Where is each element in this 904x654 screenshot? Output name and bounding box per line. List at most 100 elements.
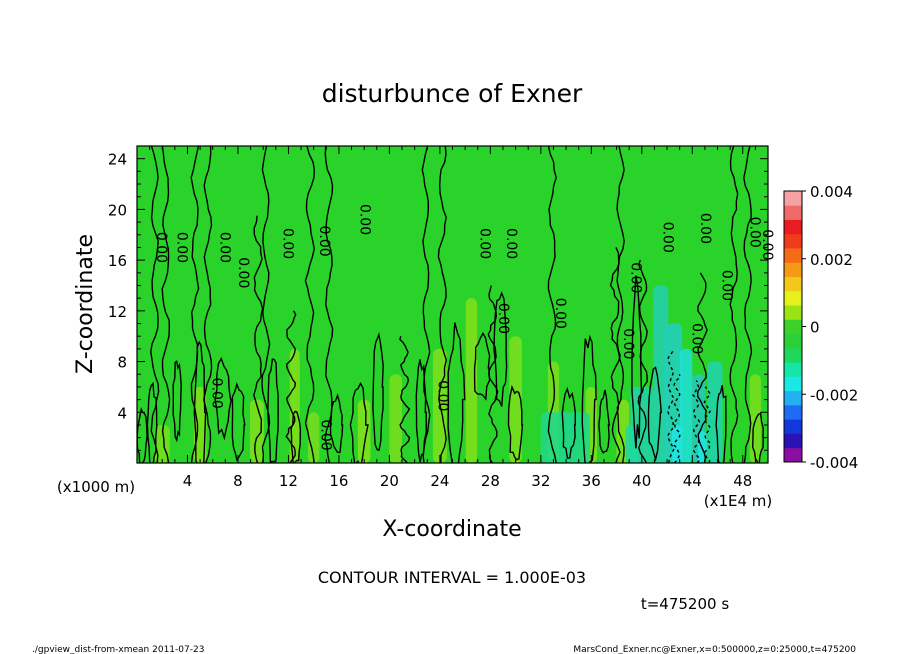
x-tick-label: 48 — [733, 472, 752, 490]
contour-label-layer: 0.00 0.00 0.000.000.00 0.000.000.000.000.00… — [153, 204, 775, 451]
x-axis-label: X-coordinate — [382, 517, 521, 542]
contour-line — [399, 336, 411, 463]
x-tick-label: 12 — [279, 472, 298, 490]
contour-loop — [751, 412, 764, 463]
contour-label: 0.00 — [688, 323, 704, 354]
colorbar-swatch — [784, 191, 802, 206]
contour-loop — [473, 331, 491, 401]
y-tick-label: 12 — [108, 303, 127, 321]
contour-line — [253, 215, 264, 463]
contour-loop — [715, 384, 727, 463]
contour-loop — [631, 275, 643, 449]
contour-line-negative — [692, 380, 701, 463]
y-unit-label: (x1000 m) — [57, 478, 135, 496]
colorbar-swatch — [784, 376, 802, 392]
contour-line — [729, 146, 739, 463]
x-tick-label: 16 — [329, 472, 348, 490]
contour-loop — [493, 291, 508, 407]
y-tick-label: 16 — [108, 252, 127, 270]
colorbar-tick-label: -0.002 — [810, 386, 858, 404]
colorbar-tick-label: 0.004 — [810, 183, 853, 201]
contour-loop — [647, 366, 662, 462]
colorbar-tick-label: 0 — [810, 319, 820, 337]
shade-plume — [193, 386, 207, 463]
contour-label: 0.00 — [759, 229, 775, 260]
contour-label: 0.00 — [435, 380, 451, 411]
colorbar: 0.004 0.002 0 -0.002 -0.004 — [783, 183, 858, 472]
contour-loop — [231, 381, 246, 462]
contour-label: 0.00 — [316, 226, 332, 257]
x-tick-label: 36 — [582, 472, 601, 490]
contour-label: 0.00 — [235, 257, 251, 288]
chart-title: disturbunce of Exner — [322, 79, 583, 108]
x-tick-label: 44 — [683, 472, 702, 490]
contour-loop — [193, 340, 207, 463]
time-label: t=475200 s — [641, 595, 729, 613]
contour-label: 0.00 — [719, 270, 735, 301]
contour-loop — [415, 359, 428, 463]
contour-label: 0.00 — [279, 228, 295, 259]
contour-line — [161, 146, 171, 463]
contour-label: 0.00 — [495, 303, 511, 334]
contour-label: 0.00 — [697, 213, 713, 244]
y-tick-label: 4 — [117, 404, 127, 422]
x-tick-label: 4 — [183, 472, 193, 490]
contour-label: 0.00 — [356, 204, 372, 235]
colorbar-tick-label: 0.002 — [810, 251, 853, 269]
contour-loop — [214, 357, 233, 441]
contour-line — [437, 146, 448, 463]
colorbar-swatches — [784, 191, 802, 463]
colorbar-swatch — [784, 347, 802, 363]
contour-label: 0.00 — [209, 378, 225, 409]
colorbar-swatch — [784, 319, 802, 335]
contour-label: 0.00 — [317, 420, 333, 451]
contour-label: 0.00 — [503, 228, 519, 259]
shade-negative — [679, 348, 693, 463]
contour-line — [609, 247, 621, 463]
colorbar-swatch — [784, 447, 802, 463]
colorbar-swatch — [784, 219, 802, 235]
shade-plume — [465, 298, 478, 463]
shade-plume — [308, 412, 320, 463]
contour-label: 0.00 — [173, 232, 189, 263]
contour-line — [547, 146, 557, 463]
colorbar-swatch — [784, 233, 802, 249]
x-tick-label: 32 — [531, 472, 550, 490]
contour-loop — [447, 322, 466, 463]
x-tick-label: 40 — [632, 472, 651, 490]
contour-loop — [290, 410, 302, 463]
shade-negative — [672, 424, 683, 463]
shade-plume — [509, 336, 522, 463]
y-tick-label: 24 — [108, 151, 127, 169]
contour-label: 0.00 — [552, 298, 568, 329]
contour-loop — [267, 358, 279, 463]
contour-line — [743, 146, 753, 463]
contour-line — [421, 146, 431, 463]
colorbar-swatch — [784, 305, 802, 320]
contour-loop — [349, 381, 369, 463]
contour-label: 0.00 — [476, 228, 492, 259]
colorbar-swatch — [784, 262, 802, 277]
footer-left: ./gpview_dist-from-xmean 2011-07-23 — [32, 645, 204, 654]
contour-loop — [561, 386, 577, 459]
colorbar-swatch — [784, 433, 802, 449]
contour-line — [203, 146, 213, 463]
contour-loop — [598, 389, 611, 454]
contour-interval-text: CONTOUR INTERVAL = 1.000E-03 — [318, 568, 586, 587]
contour-label: 0.00 — [659, 222, 675, 253]
contour-loop — [329, 393, 344, 454]
shade-plume — [389, 374, 403, 463]
contour-label: 0.00 — [746, 217, 762, 248]
contour-line — [190, 146, 200, 463]
contour-loop — [372, 332, 384, 452]
contour-label: 0.00 — [628, 262, 644, 293]
contour-line — [697, 272, 708, 463]
colorbar-swatch — [784, 333, 802, 349]
y-tick-label: 20 — [108, 201, 127, 219]
colorbar-swatch — [784, 290, 802, 306]
colorbar-swatch — [784, 419, 802, 434]
contour-line-negative — [667, 348, 675, 463]
y-tick-label: 8 — [117, 354, 127, 372]
contour-label: 0.00 — [153, 232, 169, 263]
